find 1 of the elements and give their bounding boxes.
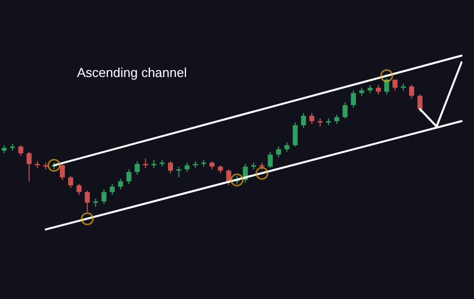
annotation: Ascending channel (77, 65, 187, 80)
